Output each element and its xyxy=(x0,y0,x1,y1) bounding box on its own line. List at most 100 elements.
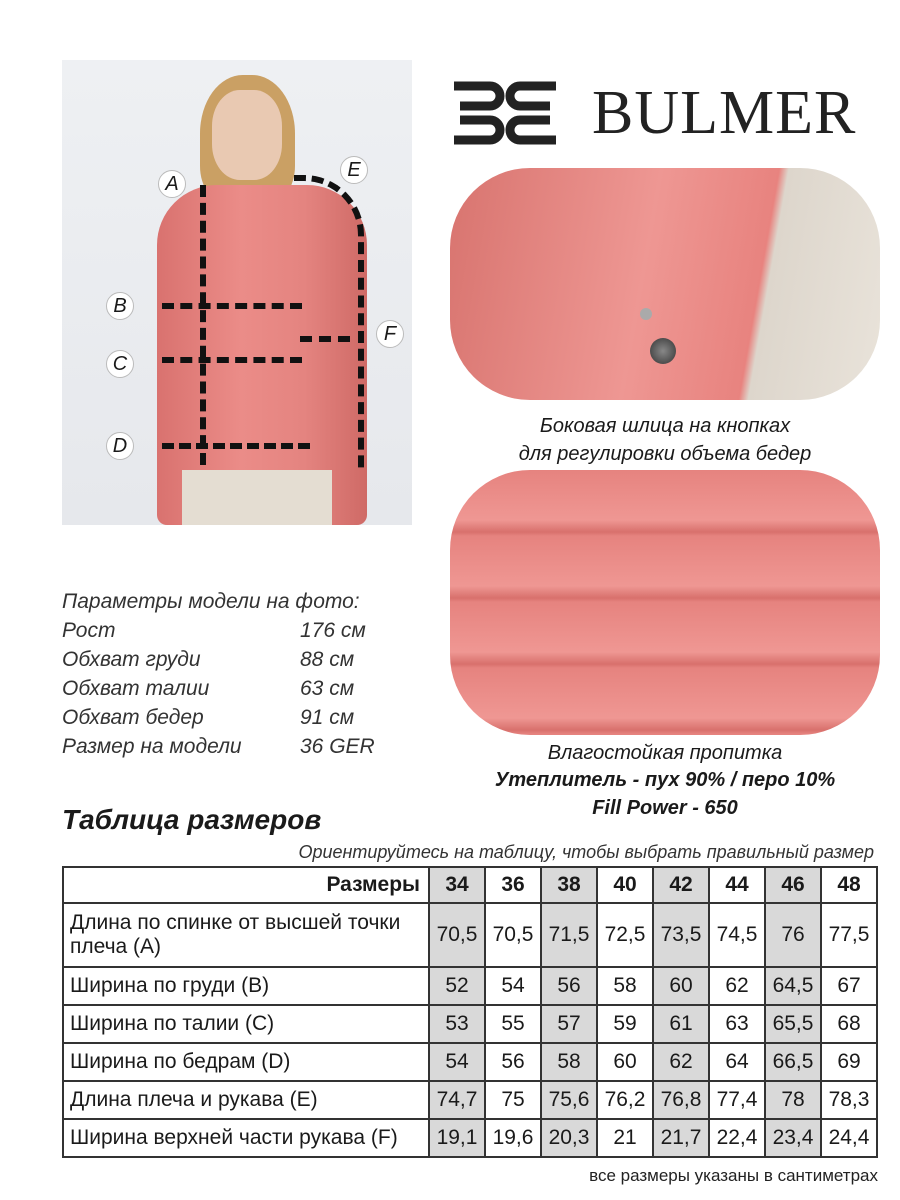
measurement-label: Ширина по бедрам (D) xyxy=(62,1042,430,1082)
measure-line-e xyxy=(294,175,364,470)
model-param-label: Обхват бедер xyxy=(62,706,204,729)
size-header-row: Размеры 34 36 38 40 42 44 46 48 xyxy=(62,866,878,904)
side-slit-caption-2: для регулировки объема бедер xyxy=(518,443,812,465)
size-column-header: 48 xyxy=(820,866,878,904)
size-value-cell: 63 xyxy=(708,1004,766,1044)
model-param-label: Размер на модели xyxy=(62,735,242,758)
table-row: Ширина по груди (B) 52 54 56 58 60 62 64,5 67 xyxy=(62,966,878,1006)
size-value-cell: 62 xyxy=(652,1042,710,1082)
size-value-cell: 74,7 xyxy=(428,1080,486,1120)
size-column-header: 36 xyxy=(484,866,542,904)
table-row: Длина по спинке от высшей точки плеча (A… xyxy=(62,902,878,968)
measure-line-a xyxy=(200,185,206,465)
size-value-cell: 76,2 xyxy=(596,1080,654,1120)
size-value-cell: 70,5 xyxy=(428,902,486,968)
side-slit-photo xyxy=(450,168,880,400)
size-value-cell: 60 xyxy=(652,966,710,1006)
size-value-cell: 60 xyxy=(596,1042,654,1082)
size-value-cell: 54 xyxy=(428,1042,486,1082)
size-value-cell: 64 xyxy=(708,1042,766,1082)
fabric-caption: Влагостойкая пропитка xyxy=(547,742,783,764)
size-value-cell: 19,1 xyxy=(428,1118,486,1158)
model-photo: A B C D E F xyxy=(62,60,412,525)
size-value-cell: 72,5 xyxy=(596,902,654,968)
bulmer-logo-icon xyxy=(454,81,556,145)
label-c: C xyxy=(106,350,134,378)
size-column-header: 46 xyxy=(764,866,822,904)
model-pants xyxy=(182,470,332,525)
table-row: Длина плеча и рукава (E) 74,7 75 75,6 76,2 76… xyxy=(62,1080,878,1120)
measure-line-b xyxy=(162,303,302,309)
size-value-cell: 19,6 xyxy=(484,1118,542,1158)
model-param-label: Рост xyxy=(62,619,116,642)
size-column-header: 42 xyxy=(652,866,710,904)
fill-power: Fill Power - 650 xyxy=(592,797,738,819)
label-a: A xyxy=(158,170,186,198)
size-value-cell: 68 xyxy=(820,1004,878,1044)
label-b: B xyxy=(106,292,134,320)
size-column-header: 38 xyxy=(540,866,598,904)
measure-line-f xyxy=(300,336,350,342)
label-f: F xyxy=(376,320,404,348)
measure-line-d xyxy=(162,443,310,449)
header-label: Размеры xyxy=(62,866,430,904)
fabric-photo xyxy=(450,470,880,735)
size-value-cell: 77,5 xyxy=(820,902,878,968)
measurement-label: Длина по спинке от высшей точки плеча (A… xyxy=(62,902,430,968)
size-column-header: 34 xyxy=(428,866,486,904)
size-value-cell: 76,8 xyxy=(652,1080,710,1120)
size-value-cell: 52 xyxy=(428,966,486,1006)
size-value-cell: 77,4 xyxy=(708,1080,766,1120)
size-value-cell: 78,3 xyxy=(820,1080,878,1120)
size-footnote: все размеры указаны в сантиметрах xyxy=(589,1166,878,1185)
size-value-cell: 78 xyxy=(764,1080,822,1120)
model-head xyxy=(212,90,282,180)
size-value-cell: 21,7 xyxy=(652,1118,710,1158)
model-param-label: Обхват груди xyxy=(62,648,201,671)
measure-line-c xyxy=(162,357,302,363)
size-column-header: 44 xyxy=(708,866,766,904)
size-value-cell: 70,5 xyxy=(484,902,542,968)
size-value-cell: 61 xyxy=(652,1004,710,1044)
model-param-value: 88 см xyxy=(300,648,355,671)
side-slit-caption-1: Боковая шлица на кнопках xyxy=(539,415,791,437)
size-value-cell: 75,6 xyxy=(540,1080,598,1120)
model-param-value: 63 см xyxy=(300,677,355,700)
table-row: Ширина по бедрам (D) 54 56 58 60 62 64 66,5 69 xyxy=(62,1042,878,1082)
size-value-cell: 73,5 xyxy=(652,902,710,968)
size-value-cell: 66,5 xyxy=(764,1042,822,1082)
size-value-cell: 20,3 xyxy=(540,1118,598,1158)
snap-button-icon xyxy=(640,308,652,320)
model-param-value: 91 см xyxy=(300,706,355,729)
size-value-cell: 59 xyxy=(596,1004,654,1044)
size-value-cell: 71,5 xyxy=(540,902,598,968)
size-value-cell: 21 xyxy=(596,1118,654,1158)
size-value-cell: 53 xyxy=(428,1004,486,1044)
fill-composition: Утеплитель - пух 90% / перо 10% xyxy=(494,769,836,791)
size-value-cell: 57 xyxy=(540,1004,598,1044)
model-param-value: 36 GER xyxy=(300,735,375,758)
size-value-cell: 69 xyxy=(820,1042,878,1082)
table-row: Ширина верхней части рукава (F) 19,1 19,6 2… xyxy=(62,1118,878,1158)
size-value-cell: 64,5 xyxy=(764,966,822,1006)
model-params-title: Параметры модели на фото: xyxy=(62,590,360,613)
size-table-subtitle: Ориентируйтесь на таблицу, чтобы выбрать… xyxy=(298,842,874,862)
measurement-label: Ширина по талии (C) xyxy=(62,1004,430,1044)
size-value-cell: 54 xyxy=(484,966,542,1006)
size-column-header: 40 xyxy=(596,866,654,904)
size-value-cell: 22,4 xyxy=(708,1118,766,1158)
measurement-label: Ширина верхней части рукава (F) xyxy=(62,1118,430,1158)
size-value-cell: 23,4 xyxy=(764,1118,822,1158)
size-value-cell: 56 xyxy=(540,966,598,1006)
model-param-value: 176 см xyxy=(300,619,366,642)
size-value-cell: 65,5 xyxy=(764,1004,822,1044)
size-value-cell: 75 xyxy=(484,1080,542,1120)
brand-name: BULMER xyxy=(592,79,857,147)
size-value-cell: 24,4 xyxy=(820,1118,878,1158)
label-d: D xyxy=(106,432,134,460)
table-row: Ширина по талии (C) 53 55 57 59 61 63 65,5 68 xyxy=(62,1004,878,1044)
model-param-label: Обхват талии xyxy=(62,677,210,700)
size-value-cell: 55 xyxy=(484,1004,542,1044)
snap-button-icon xyxy=(650,338,676,364)
label-e: E xyxy=(340,156,368,184)
